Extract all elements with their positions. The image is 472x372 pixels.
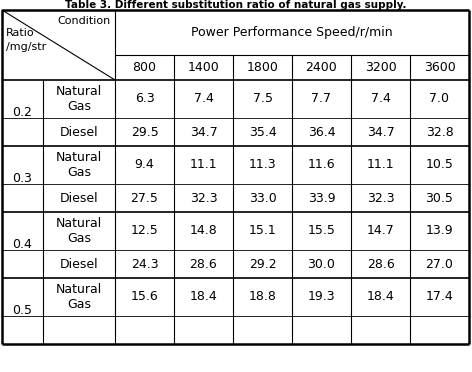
Text: 32.3: 32.3 xyxy=(367,192,394,205)
Text: 6.3: 6.3 xyxy=(135,93,154,106)
Text: 24.3: 24.3 xyxy=(131,257,158,270)
Text: 0.2: 0.2 xyxy=(13,106,33,119)
Text: 1800: 1800 xyxy=(246,61,278,74)
Text: Natural
Gas: Natural Gas xyxy=(56,283,102,311)
Text: 34.7: 34.7 xyxy=(190,125,218,138)
Text: 18.8: 18.8 xyxy=(249,291,277,304)
Text: Condition: Condition xyxy=(58,16,111,26)
Text: 7.7: 7.7 xyxy=(312,93,331,106)
Text: 800: 800 xyxy=(133,61,157,74)
Text: 19.3: 19.3 xyxy=(308,291,335,304)
Text: 7.5: 7.5 xyxy=(253,93,272,106)
Text: 15.1: 15.1 xyxy=(249,224,277,237)
Text: 27.0: 27.0 xyxy=(426,257,454,270)
Text: 17.4: 17.4 xyxy=(426,291,454,304)
Text: Natural
Gas: Natural Gas xyxy=(56,85,102,113)
Text: 32.3: 32.3 xyxy=(190,192,217,205)
Text: 7.4: 7.4 xyxy=(371,93,390,106)
Text: 11.1: 11.1 xyxy=(190,158,217,171)
Text: Table 3. Different substitution ratio of natural gas supply.: Table 3. Different substitution ratio of… xyxy=(65,0,406,10)
Text: 0.4: 0.4 xyxy=(13,238,33,251)
Text: Natural
Gas: Natural Gas xyxy=(56,151,102,179)
Text: Natural
Gas: Natural Gas xyxy=(56,217,102,245)
Text: 18.4: 18.4 xyxy=(367,291,395,304)
Text: 28.6: 28.6 xyxy=(367,257,395,270)
Text: 9.4: 9.4 xyxy=(135,158,154,171)
Text: 30.5: 30.5 xyxy=(426,192,454,205)
Text: 3600: 3600 xyxy=(424,61,455,74)
Text: 34.7: 34.7 xyxy=(367,125,395,138)
Text: Power Performance Speed/r/min: Power Performance Speed/r/min xyxy=(191,26,393,39)
Text: 27.5: 27.5 xyxy=(131,192,159,205)
Text: 15.6: 15.6 xyxy=(131,291,159,304)
Text: 11.1: 11.1 xyxy=(367,158,394,171)
Text: 11.6: 11.6 xyxy=(308,158,335,171)
Text: 35.4: 35.4 xyxy=(249,125,277,138)
Text: 15.5: 15.5 xyxy=(308,224,336,237)
Text: 33.9: 33.9 xyxy=(308,192,335,205)
Text: 13.9: 13.9 xyxy=(426,224,453,237)
Text: Ratio: Ratio xyxy=(6,28,34,38)
Text: 11.3: 11.3 xyxy=(249,158,276,171)
Text: 0.5: 0.5 xyxy=(12,305,33,317)
Text: 1400: 1400 xyxy=(188,61,219,74)
Text: 32.8: 32.8 xyxy=(426,125,454,138)
Text: 29.2: 29.2 xyxy=(249,257,276,270)
Text: 14.8: 14.8 xyxy=(190,224,218,237)
Text: /mg/str: /mg/str xyxy=(6,42,46,52)
Text: 28.6: 28.6 xyxy=(190,257,218,270)
Text: 14.7: 14.7 xyxy=(367,224,395,237)
Text: 29.5: 29.5 xyxy=(131,125,159,138)
Text: 33.0: 33.0 xyxy=(249,192,277,205)
Text: Diesel: Diesel xyxy=(59,257,98,270)
Text: Diesel: Diesel xyxy=(59,192,98,205)
Text: 3200: 3200 xyxy=(365,61,396,74)
Text: 0.3: 0.3 xyxy=(13,173,33,186)
Text: 18.4: 18.4 xyxy=(190,291,218,304)
Text: Diesel: Diesel xyxy=(59,125,98,138)
Text: 36.4: 36.4 xyxy=(308,125,335,138)
Text: 2400: 2400 xyxy=(306,61,337,74)
Text: 12.5: 12.5 xyxy=(131,224,159,237)
Text: 30.0: 30.0 xyxy=(308,257,336,270)
Text: 7.0: 7.0 xyxy=(430,93,449,106)
Text: 10.5: 10.5 xyxy=(426,158,454,171)
Text: 7.4: 7.4 xyxy=(194,93,213,106)
